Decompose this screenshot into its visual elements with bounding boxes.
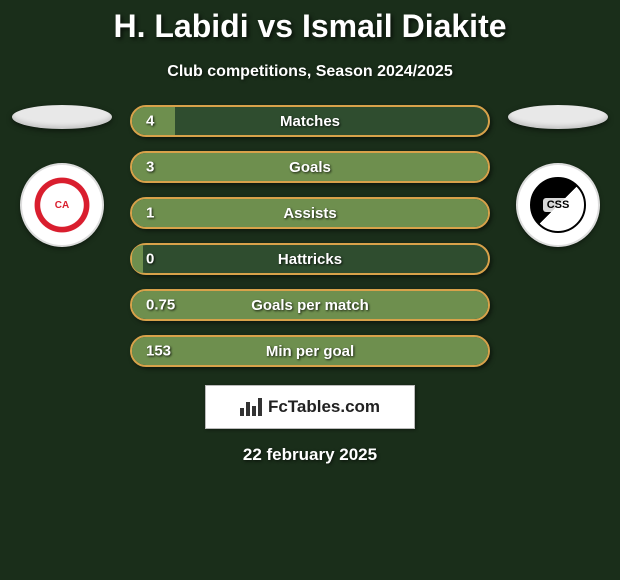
stat-bar-label: Min per goal	[132, 343, 488, 360]
club-logo-left: CA	[20, 163, 104, 247]
stat-bar: 153Min per goal	[130, 335, 490, 367]
stat-bar: 0.75Goals per match	[130, 289, 490, 321]
club-logo-left-abbr: CA	[55, 200, 69, 211]
page-title: H. Labidi vs Ismail Diakite	[0, 8, 620, 45]
stat-bar: 3Goals	[130, 151, 490, 183]
brand-chart-icon	[240, 398, 262, 416]
club-logo-right-abbr: CSS	[543, 198, 574, 212]
stat-bar-label: Matches	[132, 113, 488, 130]
date-text: 22 february 2025	[0, 445, 620, 465]
main-area: CA 4Matches 3Goals 1Assists 0Hattricks 0.75G…	[0, 105, 620, 367]
stat-bar: 0Hattricks	[130, 243, 490, 275]
infographic-container: H. Labidi vs Ismail Diakite Club competi…	[0, 0, 620, 465]
stat-bar: 1Assists	[130, 197, 490, 229]
stat-bar: 4Matches	[130, 105, 490, 137]
footer-brand-badge: FcTables.com	[205, 385, 415, 429]
stat-bar-label: Hattricks	[132, 251, 488, 268]
player-shadow-left	[12, 105, 112, 129]
left-player-column: CA	[12, 105, 112, 247]
footer-brand-text: FcTables.com	[268, 397, 380, 417]
stat-bar-label: Assists	[132, 205, 488, 222]
right-player-column: CSS	[508, 105, 608, 247]
player-shadow-right	[508, 105, 608, 129]
stat-bar-label: Goals	[132, 159, 488, 176]
subtitle: Club competitions, Season 2024/2025	[0, 63, 620, 81]
club-logo-right: CSS	[516, 163, 600, 247]
stats-bars: 4Matches 3Goals 1Assists 0Hattricks 0.75Goal…	[130, 105, 490, 367]
stat-bar-label: Goals per match	[132, 297, 488, 314]
